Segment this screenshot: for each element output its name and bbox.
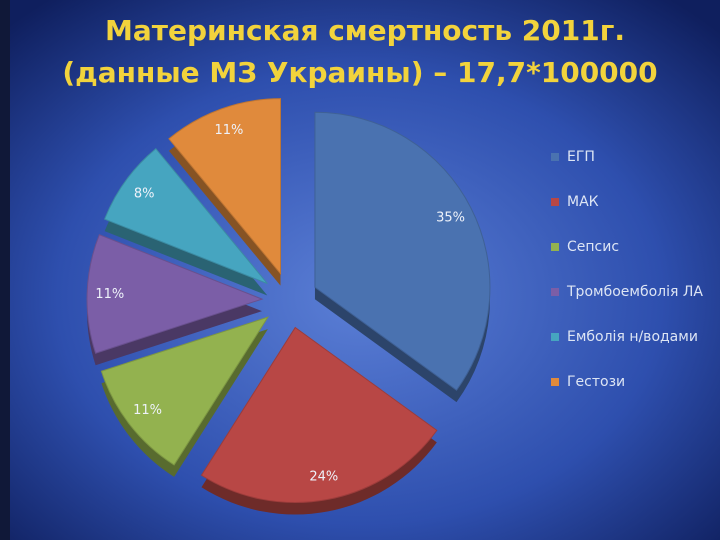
chart-title: Материнская смертность 2011г.	[105, 14, 625, 47]
pie: 35% 24% 11% 11% 8% 11%	[86, 98, 491, 515]
legend-label: Сепсис	[567, 239, 619, 255]
legend-label: Гестози	[567, 374, 625, 390]
data-label: 11%	[214, 123, 243, 138]
slice	[100, 316, 270, 466]
legend: ЕГП МАК Сепсис Тромбоемболія ЛА Емболія н/во…	[551, 149, 703, 390]
legend-swatch	[551, 198, 559, 206]
legend-label: Тромбоемболія ЛА	[566, 284, 703, 300]
legend-swatch	[551, 153, 559, 161]
legend-swatch	[551, 378, 559, 386]
legend-label: Емболія н/водами	[567, 329, 698, 345]
data-label: 35%	[436, 211, 465, 226]
slice	[200, 326, 438, 504]
legend-swatch	[551, 243, 559, 251]
data-label: 11%	[95, 287, 124, 302]
legend-label: МАК	[567, 194, 599, 210]
chart-title: (данные МЗ Украины) – 17,7*100000	[62, 56, 657, 89]
slice	[86, 234, 264, 354]
slice	[103, 147, 268, 285]
left-strip	[0, 0, 10, 540]
slice	[314, 111, 491, 391]
data-label: 11%	[133, 403, 162, 418]
legend-label: ЕГП	[567, 149, 595, 165]
data-label: 8%	[134, 187, 155, 202]
slice	[168, 98, 282, 276]
legend-swatch	[551, 333, 559, 341]
legend-swatch	[551, 288, 559, 296]
data-label: 24%	[309, 470, 338, 485]
